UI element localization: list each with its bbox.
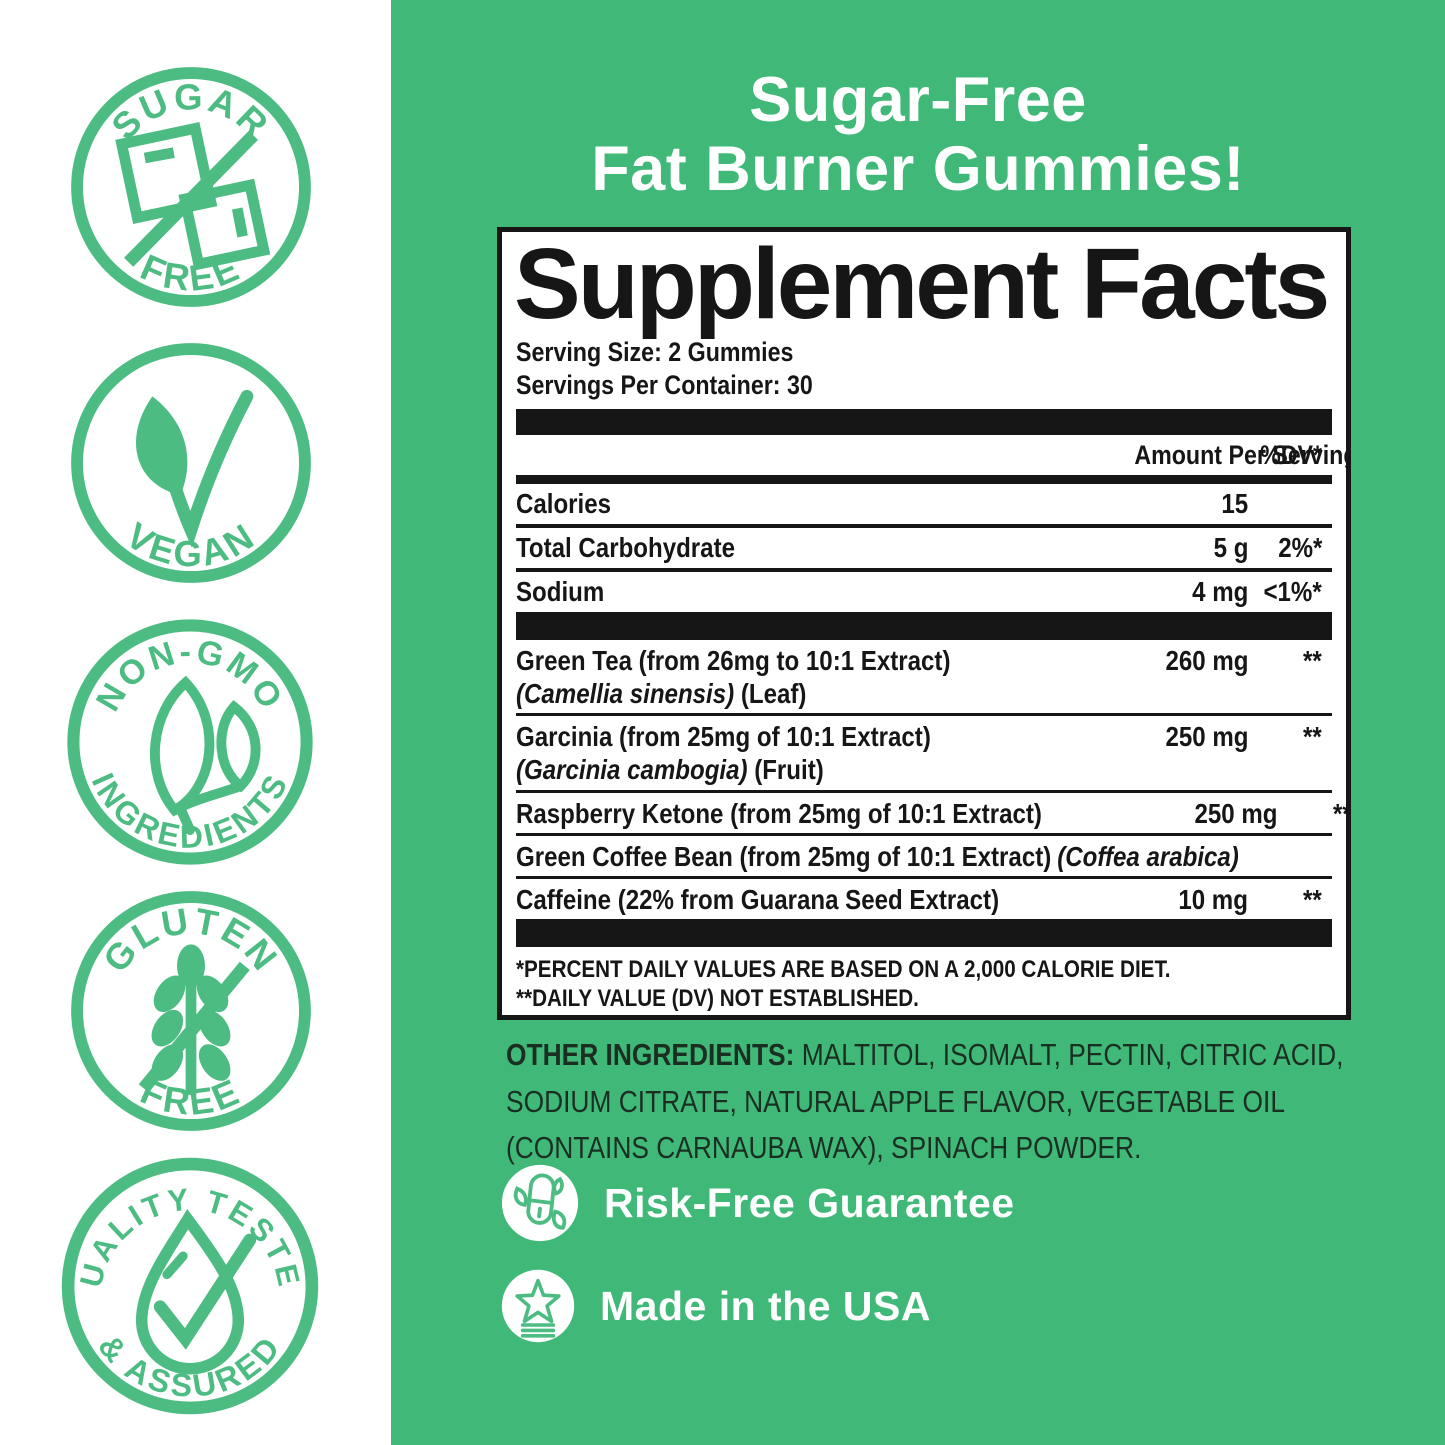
feature-risk-free: Risk-Free Guarantee [500, 1163, 1015, 1243]
divider-bar [516, 611, 1332, 640]
ingredient-part: (Leaf) [740, 678, 807, 710]
servings-per-container: Servings Per Container: 30 [516, 369, 813, 400]
headline: Sugar-Free Fat Burner Gummies! [391, 65, 1445, 205]
droplet-check-icon: QUALITY TESTED & ASSURED [52, 1148, 319, 1415]
ingredient-dv: ** [1303, 884, 1322, 915]
headline-line2: Fat Burner Gummies! [591, 134, 1245, 205]
ingredient-row-green-coffee-bean: Green Coffee Bean (from 25mg of 10:1 Ext… [516, 832, 1332, 876]
divider-bar [516, 474, 1332, 484]
nutrient-name: Calories [516, 487, 612, 519]
leaf-v-icon: VEGAN [71, 343, 311, 583]
other-ingredients: OTHER INGREDIENTS: MALTITOL, ISOMALT, PE… [506, 1032, 1356, 1172]
ingredient-amount: 250 mg [1194, 797, 1278, 829]
ingredient-row-garcinia: Garcinia (from 25mg of 10:1 Extract) (Ga… [516, 713, 1332, 789]
ingredient-name: Caffeine (22% from Guarana Seed Extract) [516, 884, 1000, 915]
ingredient-latin-name: (Camellia sinensis) [516, 678, 735, 710]
ingredient-latin-name: (Garcinia cambogia) [516, 754, 748, 786]
wheat-crossed-icon: GLUTEN FREE [71, 891, 311, 1131]
double-leaf-icon: NON-GMO INGREDIENTS [67, 619, 313, 865]
ingredient-dv: ** [1332, 797, 1351, 829]
supplement-facts-title: Supplement Facts [514, 228, 1330, 340]
supplement-facts-panel: Supplement Facts Serving Size: 2 Gummies… [497, 227, 1351, 1020]
ingredient-latin-name: (Coffea arabica) [1057, 840, 1239, 872]
ingredient-amount: 260 mg [1165, 644, 1248, 676]
feature-made-in-usa: Made in the USA [500, 1268, 931, 1344]
badge-sugar-free: SUGAR FREE [62, 58, 320, 316]
other-ingredients-text: MALTITOL, ISOMALT, PECTIN, CITRIC ACID, … [506, 1037, 1344, 1165]
nutrient-name: Sodium [516, 575, 605, 607]
ingredient-row-raspberry-ketone: Raspberry Ketone (from 25mg of 10:1 Extr… [516, 789, 1346, 833]
header-dv: %DV* [1260, 439, 1322, 470]
headline-line1: Sugar-Free [749, 65, 1087, 135]
divider-bar [516, 919, 1332, 948]
ingredient-name: Green Tea (from 26mg to 10:1 Extract) [516, 644, 951, 676]
nutrient-amount: 15 [1221, 487, 1248, 519]
ingredient-amount: 250 mg [1165, 721, 1248, 753]
ingredient-dv: ** [1303, 721, 1322, 753]
badge-vegan: VEGAN [62, 334, 320, 592]
nutrient-dv: 2%* [1277, 531, 1322, 563]
badge-quality-tested: QUALITY TESTED & ASSURED [52, 1148, 328, 1424]
nutrient-amount: 4 mg [1191, 575, 1248, 607]
star-icon [501, 1269, 575, 1343]
other-ingredients-label: OTHER INGREDIENTS: [506, 1037, 795, 1072]
nutrient-row-carbohydrate: Total Carbohydrate 5 g 2%* [516, 528, 1332, 572]
ingredient-name: Garcinia (from 25mg of 10:1 Extract) [516, 721, 931, 753]
capsule-leaves-icon [501, 1164, 579, 1242]
nutrient-amount: 5 g [1213, 531, 1248, 563]
sugar-cubes-crossed-icon: SUGAR FREE [71, 67, 311, 307]
ingredient-row-green-tea: Green Tea (from 26mg to 10:1 Extract) (C… [516, 640, 1332, 713]
ingredient-row-caffeine: Caffeine (22% from Guarana Seed Extract)… [516, 876, 1332, 919]
nutrient-dv: <1%* [1263, 575, 1322, 607]
ingredient-amount: 10 mg [1178, 884, 1248, 915]
feature-label: Risk-Free Guarantee [604, 1179, 1015, 1226]
feature-label: Made in the USA [600, 1282, 931, 1329]
nutrient-row-calories: Calories 15 [516, 484, 1332, 528]
ingredient-name: Green Coffee Bean (from 25mg of 10:1 Ext… [516, 840, 1052, 872]
ingredient-dv: ** [1303, 644, 1322, 676]
footnote-percent-dv: *PERCENT DAILY VALUES ARE BASED ON A 2,0… [516, 956, 1171, 984]
ingredient-part: (Fruit) [754, 754, 824, 786]
badge-gluten-free: GLUTEN FREE [62, 882, 320, 1140]
table-header: Amount Per Serving %DV* [516, 435, 1346, 475]
header-amount: Amount Per Serving [1134, 439, 1351, 470]
serving-size: Serving Size: 2 Gummies [516, 337, 794, 367]
nutrient-name: Total Carbohydrate [516, 531, 735, 563]
ingredient-name: Raspberry Ketone (from 25mg of 10:1 Extr… [516, 797, 1042, 829]
divider-bar [516, 408, 1332, 435]
badge-non-gmo: NON-GMO INGREDIENTS [58, 610, 322, 874]
nutrient-row-sodium: Sodium 4 mg <1%* [516, 572, 1332, 612]
footnote-dv-not-established: **DAILY VALUE (DV) NOT ESTABLISHED. [516, 984, 919, 1012]
